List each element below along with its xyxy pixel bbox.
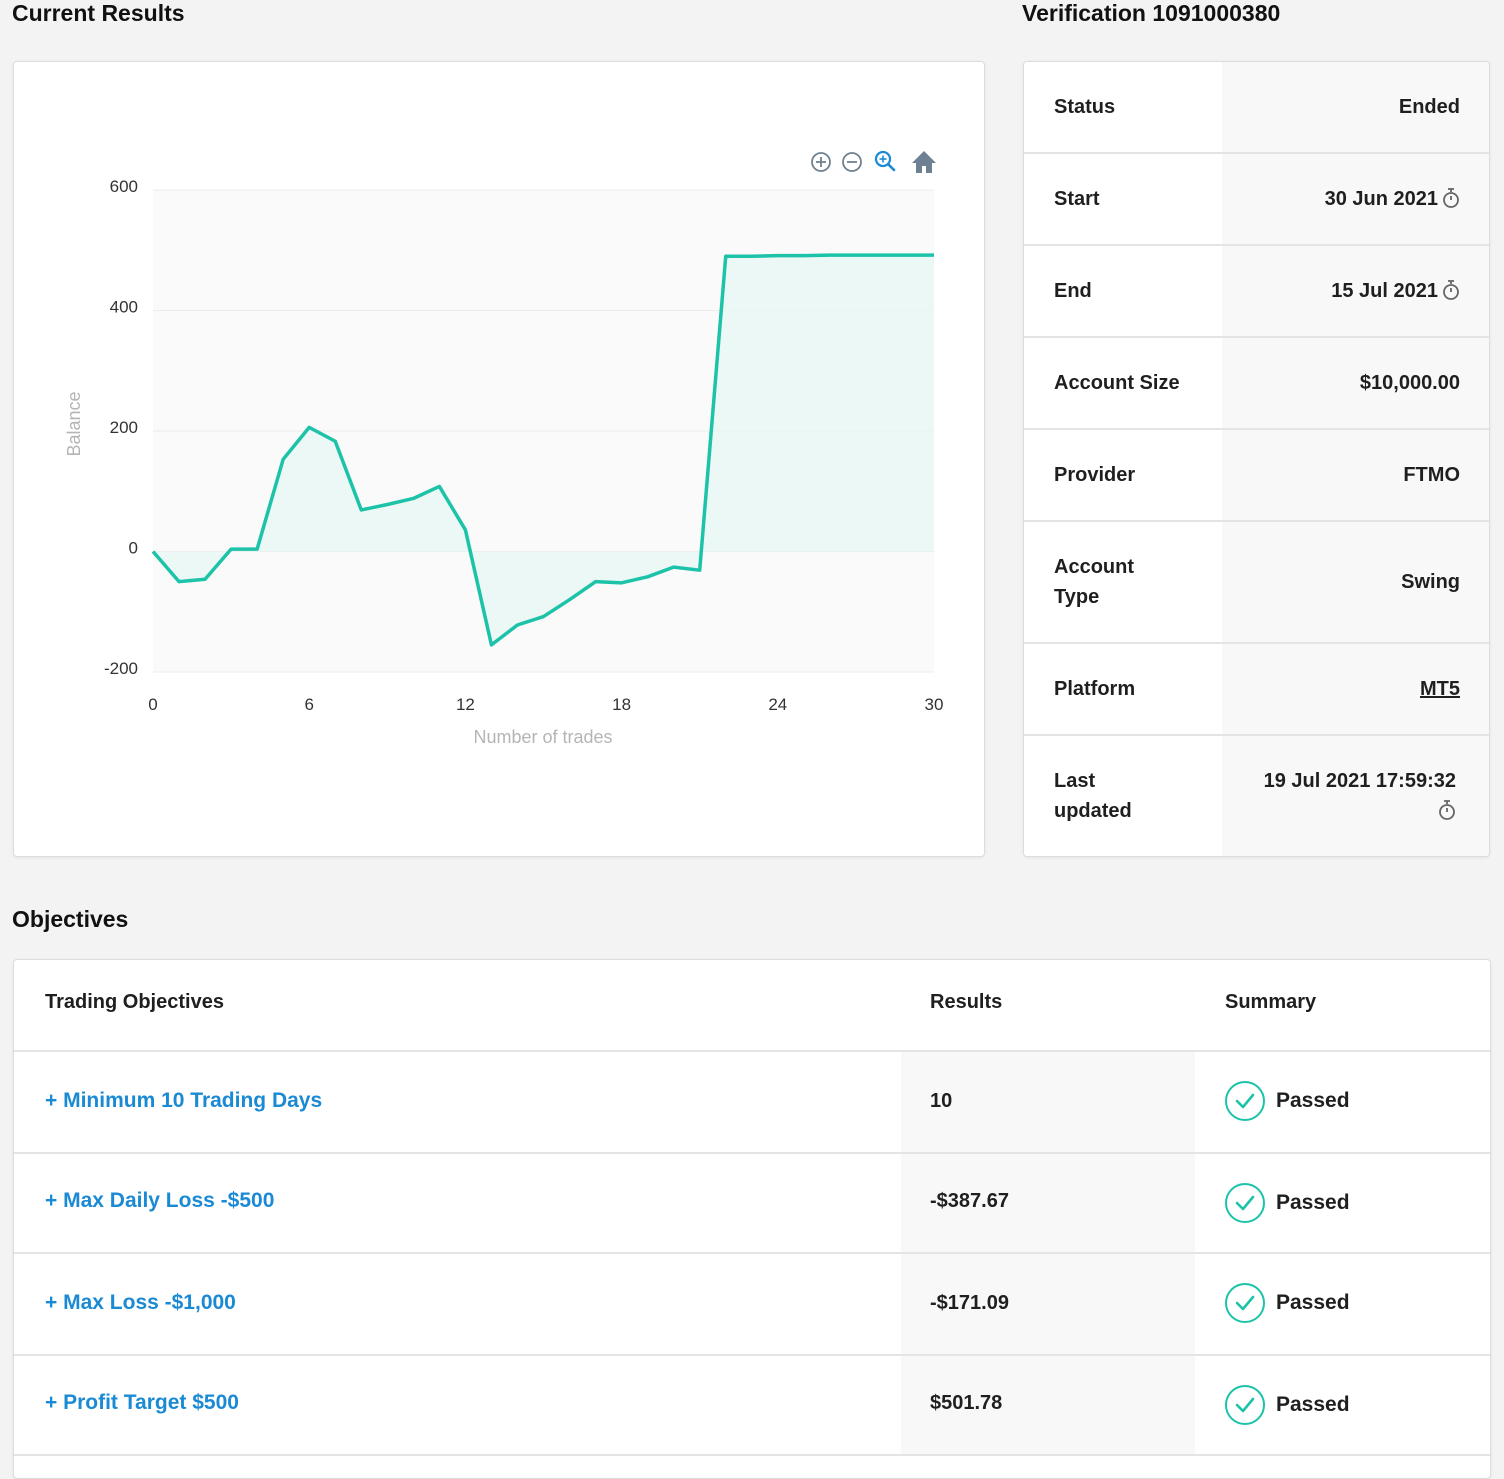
balance-chart: 600 400 200 0 -200 0 6 12 18 24 30 Number of trade… <box>14 62 985 857</box>
info-row-account-size: Account Size $10,000.00 <box>1024 338 1490 430</box>
current-results-title: Current Results <box>12 0 185 27</box>
info-label: End <box>1054 276 1204 306</box>
objective-summary: Passed <box>1225 1183 1350 1223</box>
x-tick-label: 30 <box>925 695 944 714</box>
info-label: Start <box>1054 184 1204 214</box>
x-tick-label: 18 <box>612 695 631 714</box>
check-icon <box>1225 1283 1265 1323</box>
zoom-in-icon[interactable] <box>812 153 830 171</box>
table-row: + Max Loss -$1,000 -$171.09 Passed <box>14 1254 1491 1356</box>
info-row-status: Status Ended <box>1024 62 1490 154</box>
x-tick-label: 0 <box>148 695 157 714</box>
x-tick-label: 24 <box>768 695 787 714</box>
y-tick-label: 400 <box>110 298 138 317</box>
balance-chart-card: 600 400 200 0 -200 0 6 12 18 24 30 Number of trade… <box>13 61 985 857</box>
header-summary: Summary <box>1225 991 1316 1014</box>
check-icon <box>1225 1081 1265 1121</box>
objective-result: -$387.67 <box>930 1190 1009 1213</box>
info-row-platform: Platform MT5 <box>1024 644 1490 736</box>
x-tick-label: 12 <box>456 695 475 714</box>
y-tick-label: 600 <box>110 177 138 196</box>
summary-status: Passed <box>1276 1393 1350 1417</box>
objective-result: 10 <box>930 1090 952 1113</box>
check-icon <box>1225 1385 1265 1425</box>
table-row: + Profit Target $500 $501.78 Passed <box>14 1356 1491 1456</box>
x-tick-label: 6 <box>304 695 313 714</box>
info-value: 19 Jul 2021 17:59:32 <box>1240 766 1460 826</box>
table-row: + Minimum 10 Trading Days 10 Passed <box>14 1052 1491 1154</box>
timer-icon <box>1442 187 1460 209</box>
header-results: Results <box>930 991 1002 1014</box>
x-axis-title: Number of trades <box>473 727 612 747</box>
y-tick-label: 0 <box>129 539 138 558</box>
objective-link[interactable]: + Profit Target $500 <box>45 1391 239 1415</box>
objective-summary: Passed <box>1225 1385 1350 1425</box>
info-row-last-updated: Last updated 19 Jul 2021 17:59:32 <box>1024 736 1490 857</box>
table-row: + Max Daily Loss -$500 -$387.67 Passed <box>14 1154 1491 1254</box>
summary-status: Passed <box>1276 1291 1350 1315</box>
info-value: $10,000.00 <box>1360 368 1460 398</box>
info-label: Last updated <box>1054 766 1174 826</box>
zoom-select-icon[interactable] <box>876 152 894 170</box>
timer-icon <box>1442 279 1460 301</box>
objective-summary: Passed <box>1225 1081 1350 1121</box>
summary-status: Passed <box>1276 1089 1350 1113</box>
objective-link[interactable]: + Max Loss -$1,000 <box>45 1291 236 1315</box>
info-value: FTMO <box>1403 460 1460 490</box>
table-header: Trading Objectives Results Summary <box>14 960 1491 1052</box>
info-row-account-type: Account Type Swing <box>1024 522 1490 644</box>
verification-title: Verification 1091000380 <box>1022 0 1280 27</box>
info-value: Ended <box>1399 92 1460 122</box>
info-label: Account Size <box>1054 368 1204 398</box>
objective-link[interactable]: + Minimum 10 Trading Days <box>45 1089 322 1113</box>
header-trading-objectives: Trading Objectives <box>45 991 224 1014</box>
home-icon[interactable] <box>912 151 936 173</box>
objective-result: -$171.09 <box>930 1292 1009 1315</box>
y-tick-label: -200 <box>104 659 138 678</box>
info-label: Provider <box>1054 460 1204 490</box>
info-row-provider: Provider FTMO <box>1024 430 1490 522</box>
summary-status: Passed <box>1276 1191 1350 1215</box>
info-row-start: Start 30 Jun 2021 <box>1024 154 1490 246</box>
objective-summary: Passed <box>1225 1283 1350 1323</box>
check-icon <box>1225 1183 1265 1223</box>
platform-link[interactable]: MT5 <box>1420 674 1460 704</box>
info-label: Status <box>1054 92 1204 122</box>
objectives-table: Trading Objectives Results Summary + Min… <box>13 959 1491 1479</box>
info-label: Account Type <box>1054 552 1174 612</box>
info-label: Platform <box>1054 674 1204 704</box>
y-axis-title: Balance <box>64 391 84 456</box>
verification-info-card: Status Ended Start 30 Jun 2021 End 15 Ju… <box>1023 61 1490 857</box>
objective-link[interactable]: + Max Daily Loss -$500 <box>45 1189 274 1213</box>
objective-result: $501.78 <box>930 1392 1002 1415</box>
y-tick-label: 200 <box>110 418 138 437</box>
info-value: 15 Jul 2021 <box>1331 276 1460 306</box>
info-row-end: End 15 Jul 2021 <box>1024 246 1490 338</box>
info-value: Swing <box>1401 567 1460 597</box>
info-value: 30 Jun 2021 <box>1325 184 1460 214</box>
timer-icon <box>1438 799 1456 821</box>
objectives-title: Objectives <box>12 906 128 933</box>
zoom-out-icon[interactable] <box>843 153 861 171</box>
